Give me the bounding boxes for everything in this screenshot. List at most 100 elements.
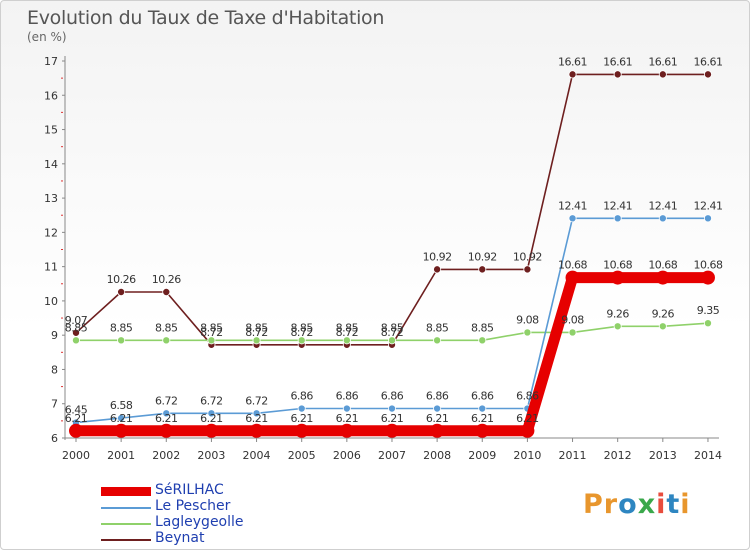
- series-point-3: [613, 70, 622, 79]
- logo-letter: i: [680, 489, 691, 520]
- series-point-0: [475, 423, 490, 438]
- series-point-0: [294, 423, 309, 438]
- data-label: 12.41: [648, 199, 677, 212]
- logo-letter: P: [583, 489, 604, 520]
- data-label: 10.92: [423, 250, 452, 263]
- series-point-0: [700, 270, 715, 285]
- legend-swatch: [101, 507, 151, 509]
- series-point-2: [568, 328, 577, 337]
- x-tick-label: 2004: [243, 449, 271, 462]
- series-point-0: [384, 423, 399, 438]
- x-tick-label: 2001: [107, 449, 135, 462]
- data-label: 9.35: [697, 304, 720, 317]
- series-point-1: [703, 214, 712, 223]
- data-label: 8.85: [336, 321, 359, 334]
- series-point-3: [568, 70, 577, 79]
- y-tick-label: 16: [44, 89, 58, 102]
- series-point-2: [207, 336, 216, 345]
- data-label: 8.85: [426, 321, 449, 334]
- series-point-3: [162, 287, 171, 296]
- x-tick-label: 2011: [559, 449, 587, 462]
- series-point-2: [297, 336, 306, 345]
- series-point-3: [433, 265, 442, 274]
- data-label: 10.68: [558, 259, 587, 272]
- x-tick-label: 2000: [62, 449, 90, 462]
- legend-swatch: [101, 523, 151, 525]
- series-point-2: [433, 336, 442, 345]
- series-point-0: [339, 423, 354, 438]
- series-point-0: [159, 423, 174, 438]
- data-label: 6.86: [426, 390, 449, 403]
- y-tick-label: 12: [44, 226, 58, 239]
- series-point-2: [387, 336, 396, 345]
- series-point-0: [249, 423, 264, 438]
- series-point-0: [430, 423, 445, 438]
- data-label: 6.21: [200, 412, 223, 425]
- y-tick-label: 13: [44, 192, 58, 205]
- data-label: 6.21: [110, 412, 133, 425]
- y-tick-label: 15: [44, 124, 58, 137]
- series-point-0: [204, 423, 219, 438]
- data-label: 12.41: [558, 199, 587, 212]
- series-point-2: [117, 336, 126, 345]
- series-point-2: [72, 336, 81, 345]
- data-label: 6.86: [516, 390, 539, 403]
- data-label: 12.41: [603, 199, 632, 212]
- data-label: 6.21: [336, 412, 359, 425]
- series-point-2: [703, 319, 712, 328]
- legend-label: SéRILHAC: [155, 482, 224, 498]
- x-tick-label: 2013: [649, 449, 677, 462]
- data-label: 8.85: [155, 321, 178, 334]
- y-tick-label: 6: [51, 432, 58, 445]
- data-label: 8.72: [200, 326, 223, 339]
- series-point-2: [613, 322, 622, 331]
- x-tick-label: 2009: [468, 449, 496, 462]
- data-label: 12.41: [693, 199, 722, 212]
- series-point-1: [568, 214, 577, 223]
- x-tick-label: 2006: [333, 449, 361, 462]
- y-tick-label: 10: [44, 295, 58, 308]
- data-label: 6.21: [471, 412, 494, 425]
- y-tick-label: 17: [44, 55, 58, 68]
- data-label: 8.72: [336, 326, 359, 339]
- series-point-0: [520, 423, 535, 438]
- series-point-1: [117, 414, 126, 423]
- data-label: 10.92: [513, 250, 542, 263]
- legend-label: Beynat: [155, 530, 205, 546]
- series-point-2: [162, 336, 171, 345]
- legend-swatch: [101, 487, 151, 496]
- data-label: 8.85: [200, 321, 223, 334]
- data-label: 8.72: [290, 326, 313, 339]
- x-tick-label: 2002: [152, 449, 180, 462]
- y-tick-label: 8: [51, 363, 58, 376]
- x-tick-label: 2007: [378, 449, 406, 462]
- data-label: 8.85: [471, 321, 494, 334]
- data-label: 6.21: [381, 412, 404, 425]
- series-point-0: [565, 270, 580, 285]
- data-label: 6.72: [200, 394, 223, 407]
- legend-label: Lagleygeolle: [155, 514, 244, 530]
- y-tick-label: 9: [51, 329, 58, 342]
- data-label: 6.45: [65, 404, 88, 417]
- series-point-1: [342, 404, 351, 413]
- data-label: 9.26: [652, 307, 675, 320]
- data-label: 8.72: [245, 326, 268, 339]
- series-point-3: [523, 265, 532, 274]
- data-label: 6.86: [290, 390, 313, 403]
- data-label: 8.85: [381, 321, 404, 334]
- data-label: 6.21: [245, 412, 268, 425]
- data-label: 6.72: [155, 394, 178, 407]
- data-label: 6.72: [245, 394, 268, 407]
- proxiti-logo: Proxiti: [583, 489, 691, 520]
- series-point-0: [114, 423, 129, 438]
- data-label: 6.21: [426, 412, 449, 425]
- data-label: 9.26: [606, 307, 629, 320]
- x-tick-label: 2008: [423, 449, 451, 462]
- data-label: 10.68: [603, 259, 632, 272]
- series-point-1: [207, 409, 216, 418]
- series-point-1: [252, 409, 261, 418]
- y-tick-label: 11: [44, 261, 58, 274]
- legend-label: Le Pescher: [155, 498, 231, 514]
- data-label: 16.61: [693, 55, 722, 68]
